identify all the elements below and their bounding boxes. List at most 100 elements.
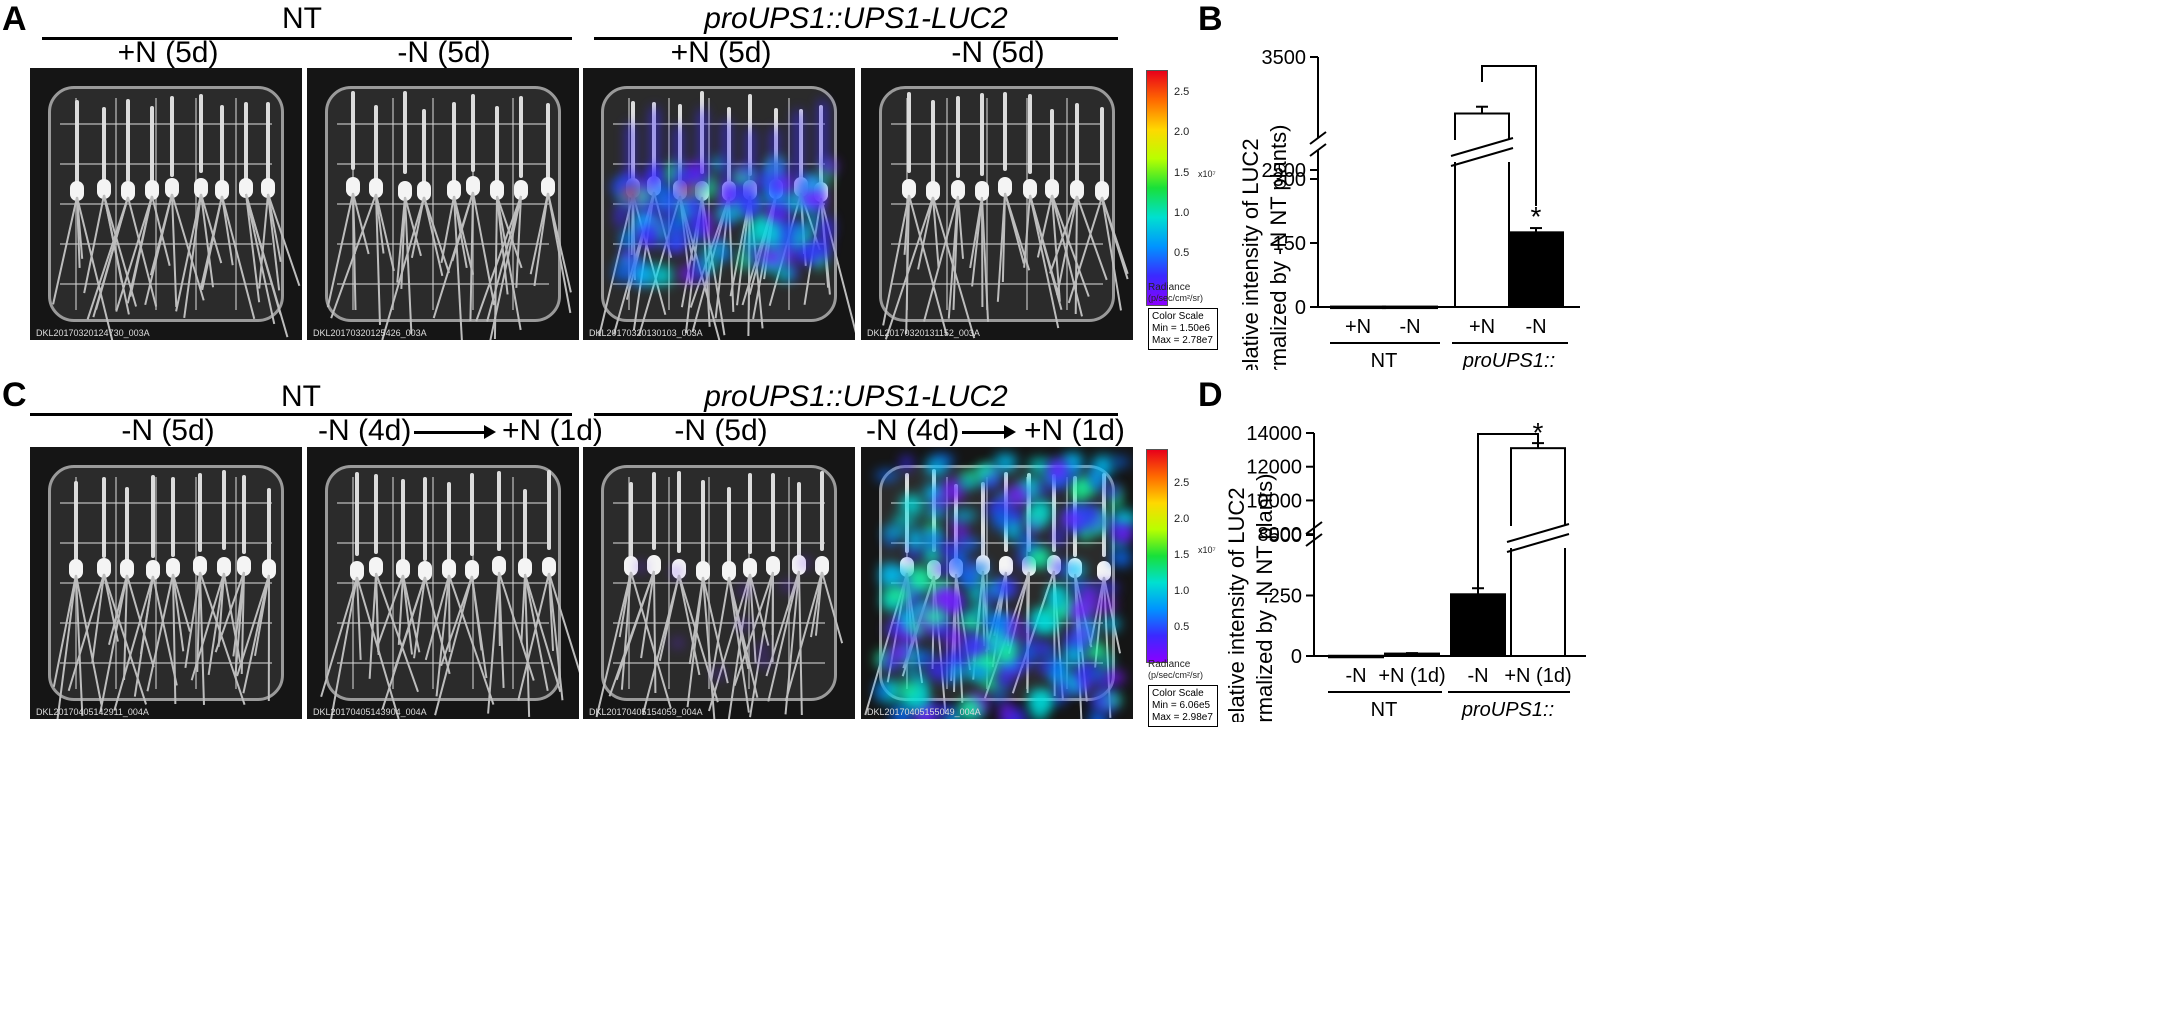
luminescence xyxy=(1031,641,1051,654)
seed xyxy=(542,557,557,578)
plate-a4-id: DKL20170320131152_003A xyxy=(867,328,980,338)
luminescence xyxy=(616,202,626,228)
luminescence xyxy=(876,681,887,701)
seed xyxy=(1044,178,1059,199)
panel-c-col4b-label: +N (1d) xyxy=(1024,414,1125,447)
luminescence xyxy=(974,657,996,666)
luminescence xyxy=(1062,562,1085,578)
significance-star: * xyxy=(1531,201,1542,232)
seedling-shoot xyxy=(241,475,246,555)
luminescence xyxy=(1085,642,1106,660)
luminescence xyxy=(1050,460,1066,480)
seed xyxy=(396,558,411,579)
grid-line xyxy=(60,283,272,285)
luminescence xyxy=(1102,618,1120,631)
panel-c-group-nt: NT xyxy=(281,380,321,413)
colorbar-c-tick: 2.5 xyxy=(1174,477,1190,489)
seed xyxy=(489,179,504,200)
plate-c1-id: DKL20170405142911_004A xyxy=(36,707,149,717)
seed xyxy=(492,556,507,577)
luminescence xyxy=(700,248,718,258)
luminescence xyxy=(960,472,980,484)
seed xyxy=(121,180,136,201)
plate-a2: DKL20170320125426_003A xyxy=(307,68,579,340)
seedling-shoot xyxy=(497,471,502,551)
seed xyxy=(417,180,432,201)
luminescence xyxy=(966,629,977,652)
panel-a-col2-label: -N (5d) xyxy=(397,36,491,69)
luminescence xyxy=(692,229,701,246)
luminescence xyxy=(819,99,826,169)
panel-a-group-transgenic: proUPS1::UPS1-LUC2 xyxy=(704,2,1008,35)
luminescence xyxy=(791,238,803,250)
panel-c-col4-arrow xyxy=(962,431,1010,434)
plate-c4: DKL20170405155049_004A xyxy=(861,447,1133,719)
luminescence xyxy=(808,211,818,231)
luminescence xyxy=(751,177,767,187)
luminescence xyxy=(1018,553,1027,570)
seedling-shoot xyxy=(266,487,271,570)
seed xyxy=(446,179,461,200)
seedling-shoot xyxy=(747,472,752,555)
colorbar-a-radiance: Radiance xyxy=(1148,282,1191,293)
colorbar-c-tick: 1.0 xyxy=(1174,585,1190,597)
panel-c-nt-line xyxy=(30,413,572,416)
panel-a-plates: DKL20170320124730_003A DKL20170320125426… xyxy=(30,68,1136,340)
luminescence xyxy=(1020,654,1030,670)
luminescence xyxy=(969,583,983,604)
luminescence xyxy=(1064,645,1083,665)
luminescence xyxy=(774,201,787,216)
luminescence xyxy=(619,256,640,268)
luminescence xyxy=(914,672,925,690)
seedling-shoot xyxy=(265,101,270,183)
seedling-shoot xyxy=(906,91,911,174)
luminescence xyxy=(945,666,956,684)
luminescence xyxy=(1114,526,1132,542)
seed xyxy=(145,560,160,581)
seed xyxy=(1095,180,1110,201)
luminescence xyxy=(732,187,754,197)
seedling-shoot xyxy=(931,99,936,183)
seed xyxy=(465,560,480,581)
luminescence xyxy=(936,493,945,511)
panel-c-col2a-label: -N (4d) xyxy=(318,414,412,447)
luminescence xyxy=(1111,487,1122,511)
luminescence xyxy=(981,613,1006,630)
bar xyxy=(1450,593,1506,657)
seedling-shoot xyxy=(170,96,175,177)
panel-a-nt-line xyxy=(42,37,572,40)
seedling-shoot xyxy=(471,93,476,172)
luminescence xyxy=(623,188,637,198)
seedling-shoot xyxy=(651,471,656,550)
seedling-root xyxy=(980,197,984,307)
luminescence xyxy=(981,677,1003,691)
seed xyxy=(96,179,111,200)
seed xyxy=(974,181,989,202)
panel-a-col4-label: -N (5d) xyxy=(951,36,1045,69)
luminescence xyxy=(1001,701,1013,719)
seedling-shoot xyxy=(150,474,155,559)
seedling-shoot xyxy=(770,472,775,552)
x-tick-label: +N xyxy=(1345,316,1371,338)
chart-b: Relative intensity of LUC2 (normalized b… xyxy=(1238,47,1580,370)
luminescence xyxy=(908,567,932,591)
seedling-root xyxy=(771,571,774,635)
bar-break-gap xyxy=(1508,526,1568,548)
luminescence xyxy=(992,507,1010,530)
grid-line xyxy=(891,542,1103,544)
luminescence xyxy=(746,246,759,266)
seedling-root xyxy=(267,574,270,701)
axis-break-mark xyxy=(1305,533,1323,547)
seed xyxy=(369,556,384,577)
luminescence xyxy=(760,249,781,266)
luminescence xyxy=(660,203,677,217)
luminescence xyxy=(1035,613,1060,633)
luminescence xyxy=(633,264,655,285)
seed xyxy=(742,558,757,579)
grid-line xyxy=(337,582,549,584)
luminescence xyxy=(994,453,1017,472)
luminescence xyxy=(698,258,718,272)
luminescence xyxy=(619,234,637,246)
luminescence xyxy=(1089,519,1108,528)
luminescence xyxy=(1069,460,1079,483)
